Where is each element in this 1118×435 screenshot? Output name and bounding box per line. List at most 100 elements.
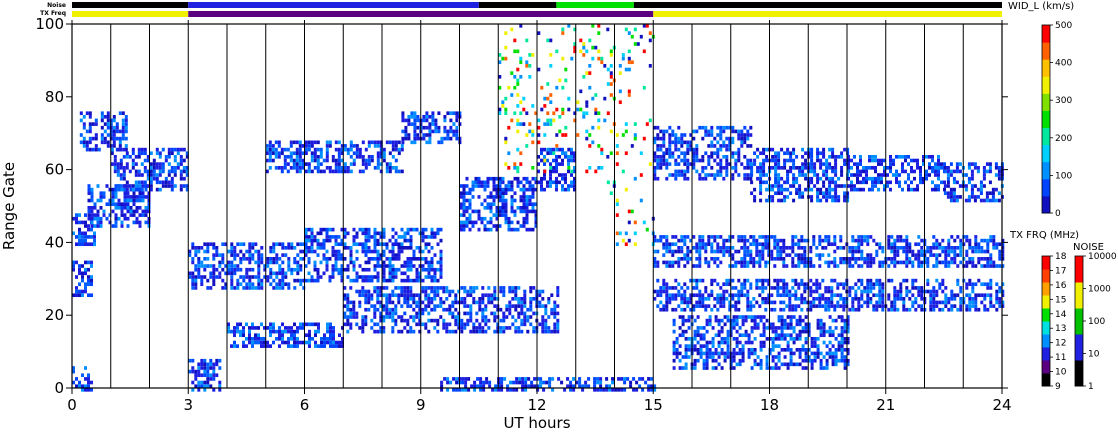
scatter-cell: [90, 198, 94, 203]
scatter-cell: [209, 242, 213, 247]
scatter-cell: [553, 300, 557, 305]
scatter-cell: [749, 235, 753, 239]
scatter-cell: [877, 162, 880, 166]
scatter-cell: [120, 220, 124, 225]
scatter-cell: [197, 369, 201, 374]
scatter-cell: [825, 162, 829, 166]
scatter-cell: [307, 162, 311, 166]
scatter-cell: [989, 286, 993, 290]
scatter-cell: [979, 187, 983, 192]
scatter-cell: [418, 271, 422, 276]
scatter-cell: [810, 187, 814, 192]
scatter-cell: [850, 187, 853, 192]
scatter-cell: [701, 166, 705, 170]
scatter-cell: [875, 300, 879, 305]
scatter-cell: [100, 115, 104, 119]
scatter-cell: [771, 337, 775, 341]
scatter-cell: [457, 322, 461, 327]
scatter-cell: [468, 206, 472, 210]
scatter-cell: [819, 166, 823, 170]
scatter-cell: [310, 249, 314, 254]
scatter-cell: [822, 147, 826, 152]
scatter-cell: [824, 289, 828, 294]
scatter-cell: [373, 264, 377, 268]
scatter-cell: [206, 384, 210, 389]
scatter-cell: [152, 173, 156, 177]
scatter-cell: [797, 304, 801, 308]
scatter-cell: [135, 206, 139, 210]
scatter-cell: [735, 362, 739, 367]
scatter-cell: [188, 358, 192, 363]
scatter-cell: [768, 351, 772, 356]
scatter-cell: [424, 293, 428, 298]
scatter-cell: [764, 264, 768, 268]
scatter-cell: [455, 115, 459, 119]
scatter-cell: [272, 249, 276, 254]
scatter-cell: [959, 307, 963, 312]
scatter-cell: [454, 307, 458, 312]
scatter-cell: [266, 340, 269, 345]
scatter-cell: [87, 384, 90, 389]
scatter-cell: [310, 155, 314, 159]
scatter-cell: [504, 187, 508, 192]
scatter-cell: [149, 166, 153, 170]
scatter-cell: [79, 140, 83, 145]
scatter-cell: [274, 155, 278, 159]
scatter-cell: [361, 275, 365, 279]
scatter-cell: [782, 293, 786, 298]
scatter-cell: [728, 249, 732, 254]
scatter-cell: [84, 384, 87, 389]
scatter-cell: [693, 333, 697, 338]
scatter-cell: [854, 257, 858, 261]
scatter-cell: [289, 144, 293, 148]
scatter-cell: [525, 195, 529, 199]
scatter-cell: [391, 275, 395, 279]
scatter-cell: [534, 213, 538, 217]
scatter-cell: [869, 253, 873, 257]
scatter-cell: [382, 267, 386, 272]
scatter-cell: [493, 289, 497, 294]
scatter-cell: [364, 260, 368, 265]
scatter-cell: [349, 162, 353, 166]
scatter-cell: [522, 176, 526, 181]
scatter-cell: [762, 147, 766, 152]
scatter-cell: [953, 249, 957, 254]
scatter-cell: [480, 202, 484, 207]
scatter-cell: [550, 329, 554, 334]
scatter-cell: [382, 158, 386, 163]
scatter-cell: [325, 151, 329, 156]
scatter-cell: [982, 198, 986, 203]
scatter-cell: [355, 151, 359, 156]
scatter-cell: [998, 289, 1002, 294]
scatter-cell: [705, 348, 709, 352]
scatter-cell: [994, 166, 998, 170]
scatter-cell: [227, 249, 231, 254]
scatter-cell: [834, 351, 838, 356]
scatter-cell: [678, 344, 682, 348]
scatter-cell: [983, 307, 987, 312]
scatter-cell: [367, 300, 371, 305]
scatter-cell: [517, 329, 521, 334]
scatter-cell: [683, 176, 687, 181]
scatter-cell: [123, 187, 127, 192]
scatter-cell: [484, 318, 488, 323]
scatter-cell: [121, 129, 125, 134]
scatter-cell: [212, 377, 216, 381]
scatter-cell: [516, 184, 520, 188]
scatter-cell: [788, 289, 792, 294]
scatter-cell: [304, 169, 308, 174]
scatter-cell: [472, 326, 476, 330]
scatter-cell: [866, 260, 870, 265]
scatter-cell: [167, 173, 171, 177]
scatter-cell: [263, 337, 266, 341]
scatter-cell: [409, 264, 413, 268]
scatter-cell: [465, 220, 469, 225]
scatter-cell: [917, 289, 921, 294]
scatter-cell: [804, 329, 808, 334]
scatter-cell: [674, 307, 678, 312]
scatter-cell: [296, 267, 300, 272]
scatter-cell: [94, 133, 98, 137]
scatter-cell: [668, 249, 672, 254]
scatter-cell: [510, 209, 514, 214]
scatter-cell: [293, 267, 297, 272]
